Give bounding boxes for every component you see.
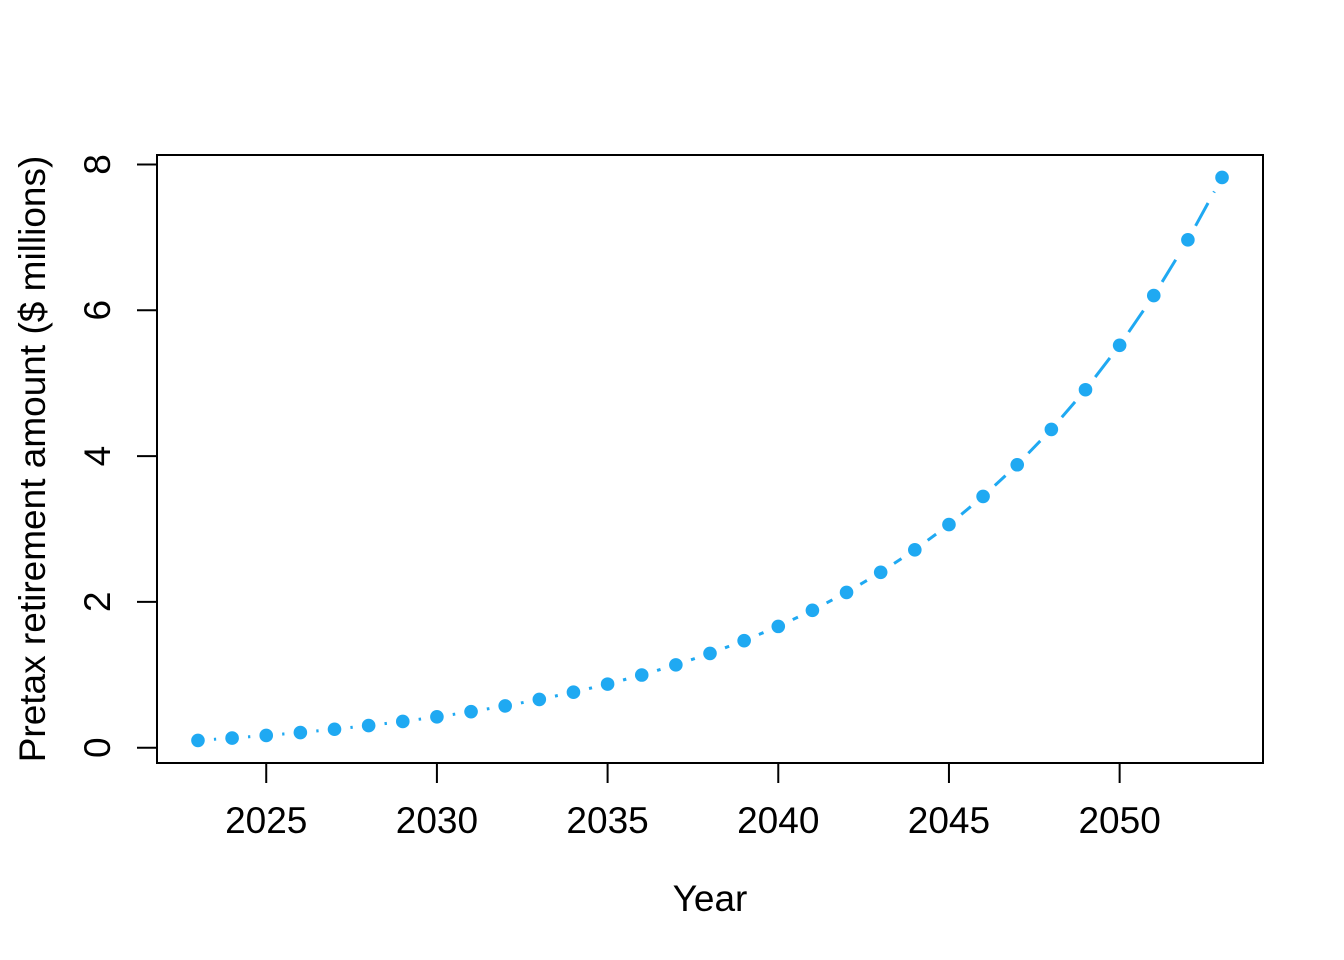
data-point-2030 bbox=[430, 710, 444, 724]
connector-segment bbox=[588, 686, 593, 690]
connector-segment bbox=[1127, 307, 1146, 333]
dashed-connector-lines bbox=[213, 190, 1216, 741]
connector-segment bbox=[1027, 439, 1042, 455]
connector-segment bbox=[758, 631, 765, 636]
y-tick-label: 8 bbox=[77, 154, 118, 175]
data-point-2050 bbox=[1112, 338, 1127, 353]
data-point-2026 bbox=[293, 725, 308, 740]
tick-labels: 2025 2030 2035 2040 2045 2050 0 2 4 6 8 bbox=[77, 154, 1161, 841]
x-tick-label: 2030 bbox=[396, 800, 478, 841]
data-point-2031 bbox=[464, 704, 478, 719]
connector-segment bbox=[656, 667, 661, 672]
x-tick-label: 2025 bbox=[225, 800, 307, 841]
y-tick-label: 4 bbox=[77, 446, 118, 467]
data-point-2027 bbox=[327, 722, 342, 737]
data-point-2053 bbox=[1215, 170, 1229, 185]
y-tick-label: 6 bbox=[77, 300, 118, 321]
connector-segment bbox=[859, 579, 868, 586]
data-point-2042 bbox=[839, 585, 854, 600]
y-tick-label: 2 bbox=[77, 592, 118, 613]
y-axis-title: Pretax retirement amount ($ millions) bbox=[12, 156, 53, 763]
data-point-2037 bbox=[669, 658, 683, 672]
plot-box bbox=[156, 154, 1264, 764]
data-point-2024 bbox=[225, 731, 239, 745]
connector-segment bbox=[724, 644, 730, 650]
data-point-2052 bbox=[1181, 233, 1195, 247]
x-axis-title: Year bbox=[673, 878, 748, 919]
data-point-2044 bbox=[908, 543, 922, 557]
axes bbox=[137, 154, 1264, 783]
x-tick-label: 2040 bbox=[737, 800, 819, 841]
data-point-2045 bbox=[942, 517, 956, 532]
data-point-2051 bbox=[1146, 288, 1161, 303]
y-tick-label: 0 bbox=[77, 737, 118, 758]
connector-segment bbox=[1060, 400, 1077, 419]
connector-segment bbox=[993, 474, 1007, 487]
data-point-2032 bbox=[498, 699, 512, 713]
data-point-2038 bbox=[703, 646, 717, 661]
data-point-2023 bbox=[191, 733, 205, 748]
connector-segment bbox=[622, 677, 627, 682]
data-point-2049 bbox=[1078, 382, 1093, 397]
data-point-2029 bbox=[395, 714, 410, 729]
data-point-2036 bbox=[634, 668, 649, 682]
connector-segment bbox=[1194, 190, 1216, 227]
data-point-2033 bbox=[532, 692, 547, 707]
connector-segment bbox=[926, 532, 937, 542]
data-points bbox=[191, 170, 1229, 748]
data-point-2047 bbox=[1010, 457, 1025, 472]
connector-segment bbox=[825, 598, 834, 605]
data-point-2048 bbox=[1044, 422, 1059, 437]
data-point-2040 bbox=[771, 619, 786, 634]
connector-segment bbox=[1094, 357, 1112, 378]
connector-segment bbox=[893, 557, 903, 565]
data-point-2025 bbox=[259, 728, 274, 743]
x-tick-label: 2050 bbox=[1078, 800, 1160, 841]
connector-segment bbox=[554, 694, 559, 698]
connector-segment bbox=[520, 700, 524, 705]
connector-segment bbox=[960, 505, 972, 516]
x-tick-label: 2045 bbox=[908, 800, 990, 841]
data-point-2028 bbox=[361, 718, 376, 733]
data-point-2034 bbox=[566, 685, 581, 700]
data-point-2043 bbox=[873, 565, 888, 580]
data-point-2046 bbox=[976, 489, 990, 504]
data-point-2035 bbox=[600, 677, 615, 691]
data-point-2041 bbox=[805, 603, 820, 618]
data-point-2039 bbox=[737, 633, 751, 648]
connector-segment bbox=[792, 615, 799, 621]
connector-segment bbox=[1160, 252, 1181, 283]
x-tick-label: 2035 bbox=[566, 800, 648, 841]
connector-segment bbox=[690, 657, 696, 662]
